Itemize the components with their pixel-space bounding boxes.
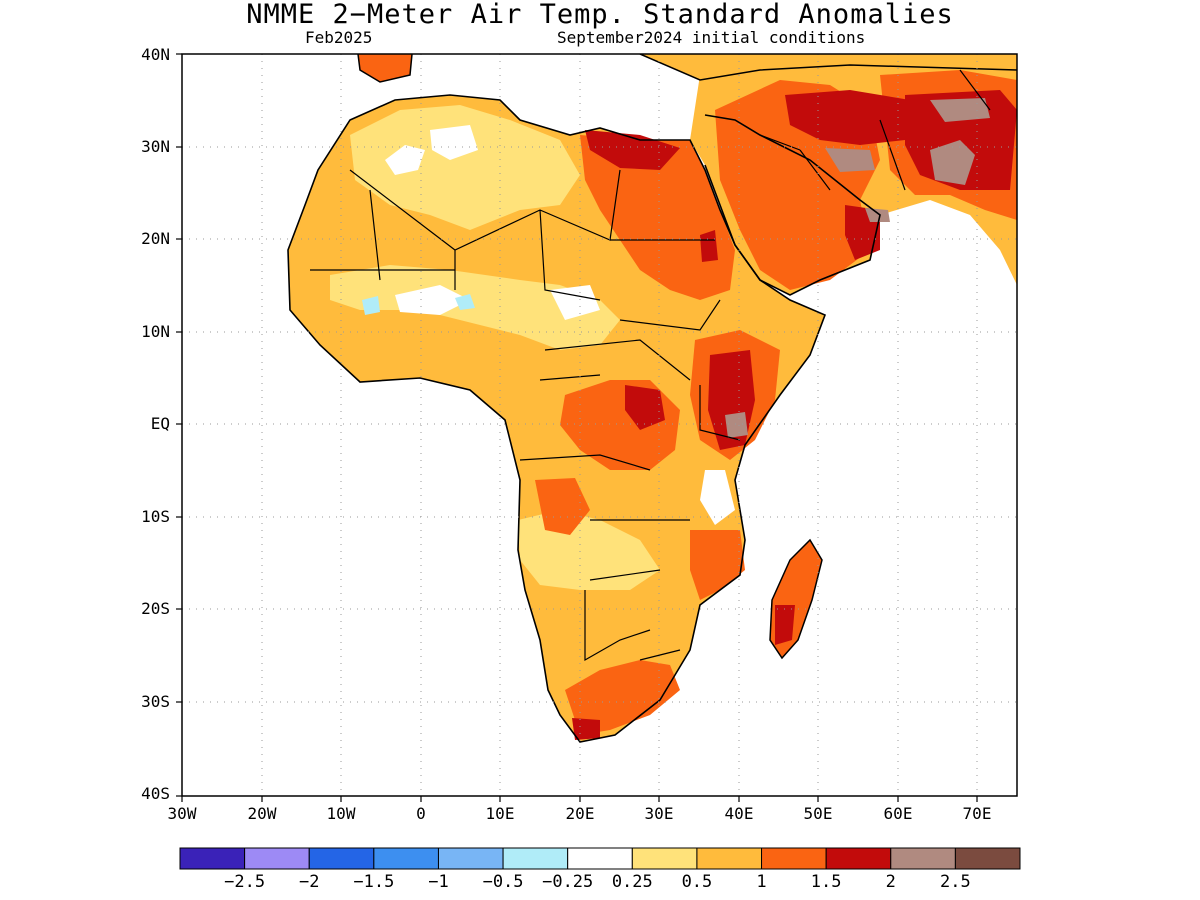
lon-tick-30e: 30E bbox=[644, 804, 674, 823]
lon-tick-70e: 70E bbox=[962, 804, 992, 823]
colorbar-label-9: 1.5 bbox=[810, 872, 842, 892]
colorbar-swatch-10 bbox=[825, 847, 892, 870]
colorbar-swatch-7 bbox=[631, 847, 698, 870]
sahara-white-1 bbox=[385, 145, 425, 175]
kenya-taupe bbox=[725, 412, 748, 438]
sahara-pale bbox=[350, 105, 580, 230]
africa-coastline bbox=[287, 94, 827, 743]
lon-tick-20w: 20W bbox=[247, 804, 277, 823]
lon-tick-20e: 20E bbox=[565, 804, 595, 823]
colorbar-swatch-0 bbox=[179, 847, 246, 870]
colorbar-swatch-4 bbox=[437, 847, 504, 870]
lat-tick-20s: 20S bbox=[141, 599, 170, 618]
south-africa-orange bbox=[565, 660, 680, 735]
lat-tick-10n: 10N bbox=[141, 322, 170, 341]
colorbar-label-4: −0.5 bbox=[482, 872, 524, 892]
lon-tick-40e: 40E bbox=[724, 804, 754, 823]
lon-tick-0: 0 bbox=[416, 804, 426, 823]
pakistan-taupe bbox=[930, 140, 975, 185]
arabia-coastline bbox=[704, 114, 881, 296]
map-frame bbox=[181, 53, 1018, 797]
colorbar-swatch-3 bbox=[373, 847, 439, 870]
colorbar-label-0: −2.5 bbox=[224, 872, 266, 892]
colorbar-label-10: 2 bbox=[885, 872, 896, 892]
sahara-white-2 bbox=[430, 125, 478, 160]
colorbar-label-3: −1 bbox=[428, 872, 449, 892]
lat-tick-20n: 20N bbox=[141, 229, 170, 248]
colorbar-swatch-2 bbox=[308, 847, 375, 870]
sudan-red bbox=[700, 230, 718, 262]
colorbar bbox=[179, 847, 1021, 870]
lat-tick-10s: 10S bbox=[141, 507, 170, 526]
colorbar-label-5: −0.25 bbox=[542, 872, 594, 892]
lat-tick-eq: EQ bbox=[150, 414, 170, 433]
anomaly-field bbox=[287, 54, 1017, 743]
madagascar-red bbox=[775, 605, 795, 645]
lat-tick-40s: 40S bbox=[141, 784, 170, 803]
sahel-pale bbox=[330, 265, 620, 350]
initial-conditions-label: September2024 initial conditions bbox=[557, 28, 866, 47]
colorbar-label-11: 2.5 bbox=[940, 872, 971, 892]
colorbar-swatch-12 bbox=[954, 847, 1021, 870]
sahel-blue bbox=[362, 296, 380, 315]
gulf-taupe bbox=[825, 148, 875, 172]
colorbar-swatch-9 bbox=[761, 847, 827, 870]
lat-tick-40n: 40N bbox=[141, 45, 170, 64]
lon-tick-10e: 10E bbox=[485, 804, 515, 823]
lat-tick-30s: 30S bbox=[141, 692, 170, 711]
oman-taupe bbox=[865, 208, 890, 222]
graticule bbox=[182, 54, 1017, 796]
east-white bbox=[700, 470, 735, 525]
turkey-edge bbox=[640, 54, 1017, 80]
colorbar-swatch-1 bbox=[244, 847, 310, 870]
angola-orange bbox=[535, 478, 590, 535]
colorbar-label-1: −2 bbox=[298, 872, 320, 892]
madagascar-coastline bbox=[769, 538, 823, 660]
lat-tick-30n: 30N bbox=[141, 137, 170, 156]
colorbar-swatch-11 bbox=[890, 847, 956, 870]
europe-edge bbox=[358, 54, 412, 82]
colorbar-label-7: 0.5 bbox=[681, 872, 713, 892]
mozambique-orange bbox=[690, 530, 745, 600]
target-month-label: Feb2025 bbox=[305, 28, 373, 47]
sahel-white bbox=[395, 285, 470, 315]
colorbar-swatch-6 bbox=[567, 847, 633, 870]
colorbar-label-2: −1.5 bbox=[353, 872, 395, 892]
gulf-red bbox=[785, 90, 910, 145]
colorbar-swatch-5 bbox=[502, 847, 569, 870]
lon-tick-30w: 30W bbox=[167, 804, 197, 823]
colorbar-swatch-8 bbox=[696, 847, 763, 870]
lon-tick-50e: 50E bbox=[803, 804, 833, 823]
map-title: NMME 2−Meter Air Temp. Standard Anomalie… bbox=[246, 0, 954, 30]
colorbar-label-8: 1 bbox=[756, 872, 767, 892]
iran-taupe bbox=[930, 98, 990, 122]
axis-ticks bbox=[176, 53, 978, 802]
mediterranean-coast bbox=[357, 54, 1017, 83]
sahel-blue-2 bbox=[455, 294, 475, 310]
country-borders bbox=[310, 69, 991, 662]
egypt-red bbox=[585, 130, 680, 170]
congo-red bbox=[625, 385, 665, 430]
lon-tick-10w: 10W bbox=[326, 804, 356, 823]
colorbar-label-6: 0.25 bbox=[611, 872, 653, 892]
sa-red bbox=[572, 718, 600, 740]
lon-tick-60e: 60E bbox=[883, 804, 913, 823]
